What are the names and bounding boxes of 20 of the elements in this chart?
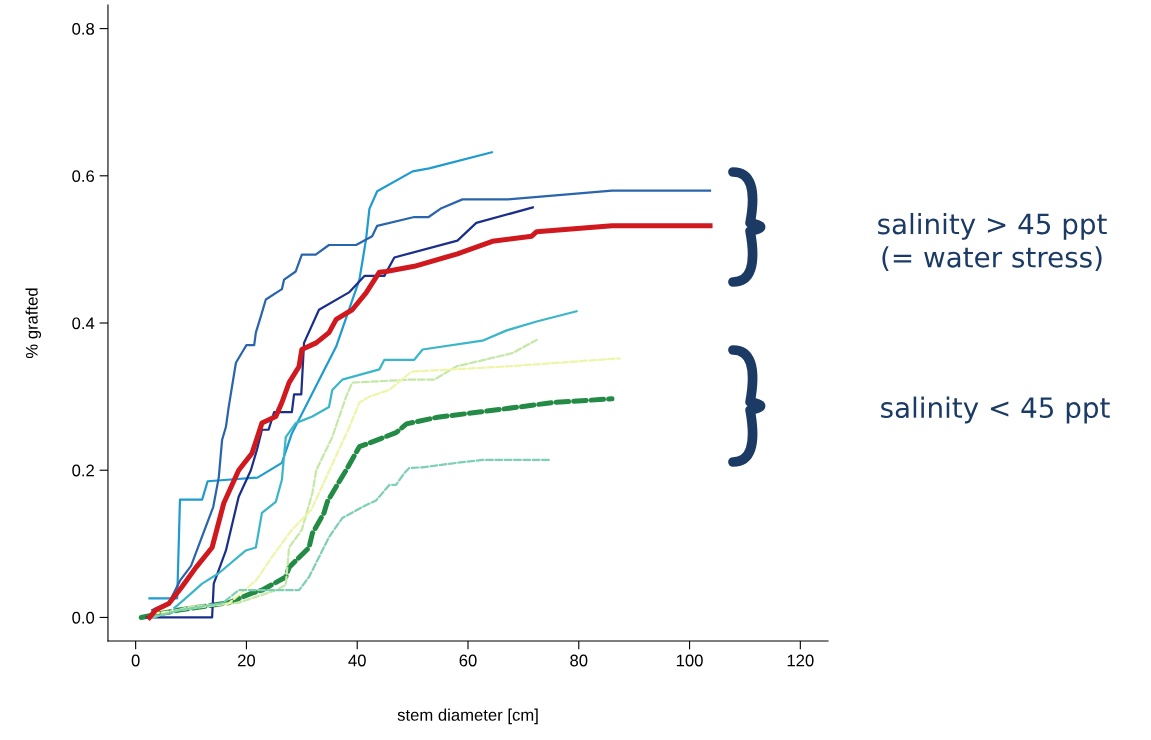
line-series xyxy=(148,151,493,600)
y-axis-title: % grafted xyxy=(25,288,42,359)
x-tick-label: 40 xyxy=(348,654,366,667)
y-tick-label: 0.6 xyxy=(72,170,95,182)
x-tick-label: 120 xyxy=(787,654,814,667)
text: salinity < 45 ppt xyxy=(881,396,1110,424)
y-tick-label: 0.4 xyxy=(72,317,95,330)
x-axis-title: stem diameter [cm] xyxy=(397,708,538,725)
y-tick-label: 0.0 xyxy=(72,611,95,624)
x-tick-label: 60 xyxy=(459,654,477,667)
x-tick-label: 0 xyxy=(131,654,140,667)
text: salinity > 45 ppt (= water stress) xyxy=(878,212,1107,271)
x-tick-label: 100 xyxy=(676,654,703,667)
x-tick-label: 20 xyxy=(238,654,256,667)
x-tick-label: 80 xyxy=(570,654,588,667)
y-tick-label: 0.2 xyxy=(72,464,94,477)
y-tick-label: 0.8 xyxy=(72,22,95,35)
line-series xyxy=(151,458,552,619)
line-series xyxy=(145,206,534,619)
line-series xyxy=(173,310,578,609)
